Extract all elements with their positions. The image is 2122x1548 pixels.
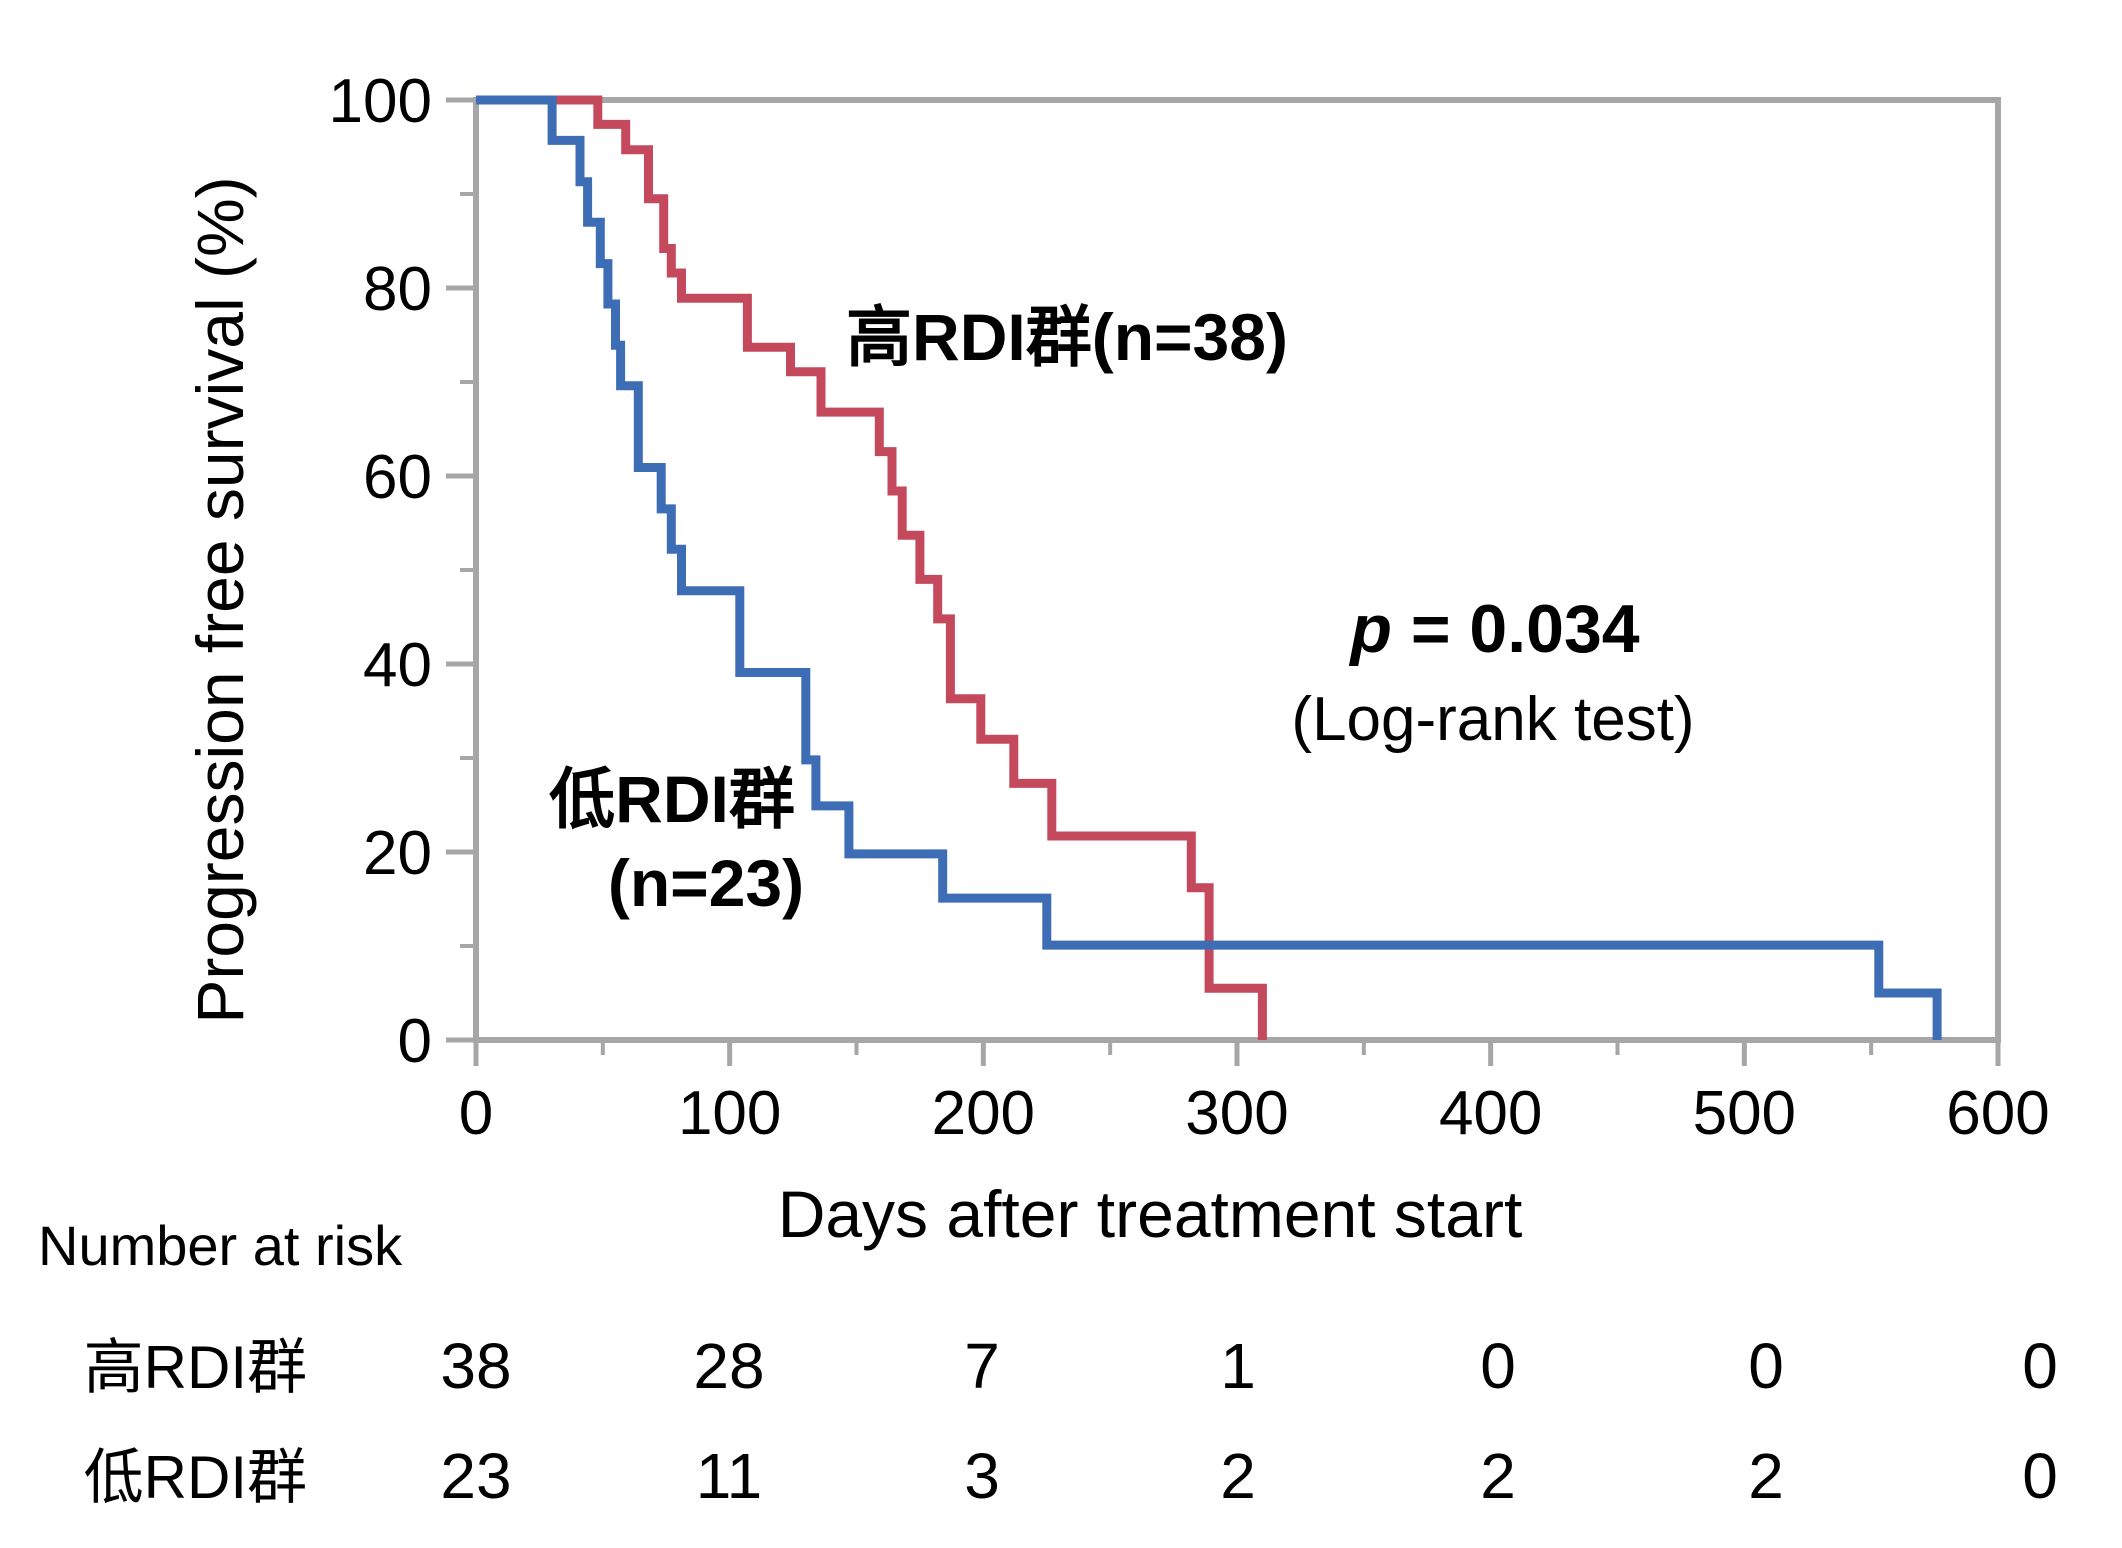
risk-count: 28	[693, 1330, 764, 1402]
risk-row-label-high: 高RDI群	[84, 1334, 307, 1401]
x-tick-label: 0	[459, 1079, 493, 1148]
x-tick-label: 200	[932, 1079, 1035, 1148]
x-axis-tick-labels: 0 100 200 300 400 500 600	[459, 1079, 2050, 1148]
risk-row-label-low: 低RDI群	[84, 1444, 307, 1511]
risk-count: 3	[964, 1440, 1000, 1512]
risk-count: 2	[1220, 1440, 1256, 1512]
risk-table-header: Number at risk	[38, 1214, 403, 1277]
risk-count: 11	[696, 1440, 762, 1512]
risk-count: 38	[440, 1330, 511, 1402]
risk-count: 23	[440, 1440, 511, 1512]
y-tick-label: 80	[363, 255, 432, 324]
high-rdi-curve-label: 高RDI群(n=38)	[846, 300, 1288, 374]
x-tick-label: 500	[1693, 1079, 1796, 1148]
x-tick-label: 100	[678, 1079, 781, 1148]
x-tick-label: 400	[1439, 1079, 1542, 1148]
y-tick-label: 40	[363, 631, 432, 700]
risk-count: 0	[2022, 1440, 2058, 1512]
risk-count: 2	[1748, 1440, 1784, 1512]
risk-count: 7	[964, 1330, 1000, 1402]
x-tick-label: 300	[1185, 1079, 1288, 1148]
low-rdi-survival-curve	[476, 95, 1942, 1040]
y-tick-label: 20	[363, 819, 432, 888]
logrank-annotation: (Log-rank test)	[1291, 685, 1694, 754]
x-tick-label: 600	[1946, 1079, 2049, 1148]
low-rdi-curve-label-line2: (n=23)	[608, 846, 804, 920]
risk-count: 0	[1748, 1330, 1784, 1402]
risk-count: 0	[1480, 1330, 1516, 1402]
axis-ticks	[446, 97, 2001, 1066]
low-rdi-curve-label-line1: 低RDI群	[549, 762, 795, 836]
y-axis-tick-labels: 0 20 40 60 80 100	[329, 67, 432, 1076]
risk-count: 0	[2022, 1330, 2058, 1402]
p-value-text: = 0.034	[1392, 591, 1640, 667]
p-symbol: p	[1348, 591, 1392, 667]
y-tick-label: 60	[363, 443, 432, 512]
x-axis-title: Days after treatment start	[778, 1177, 1523, 1251]
y-tick-label: 0	[398, 1007, 432, 1076]
risk-count: 2	[1480, 1440, 1516, 1512]
p-value-annotation: p = 0.034	[1348, 591, 1639, 667]
risk-count: 1	[1220, 1330, 1256, 1402]
y-tick-label: 100	[329, 67, 432, 136]
high-rdi-survival-curve	[476, 95, 1267, 1040]
y-axis-title: Progression free survival (%)	[183, 176, 257, 1023]
risk-table-values: 38 28 7 1 0 0 0 23 11 3 2 2 2 0	[440, 1330, 2057, 1512]
